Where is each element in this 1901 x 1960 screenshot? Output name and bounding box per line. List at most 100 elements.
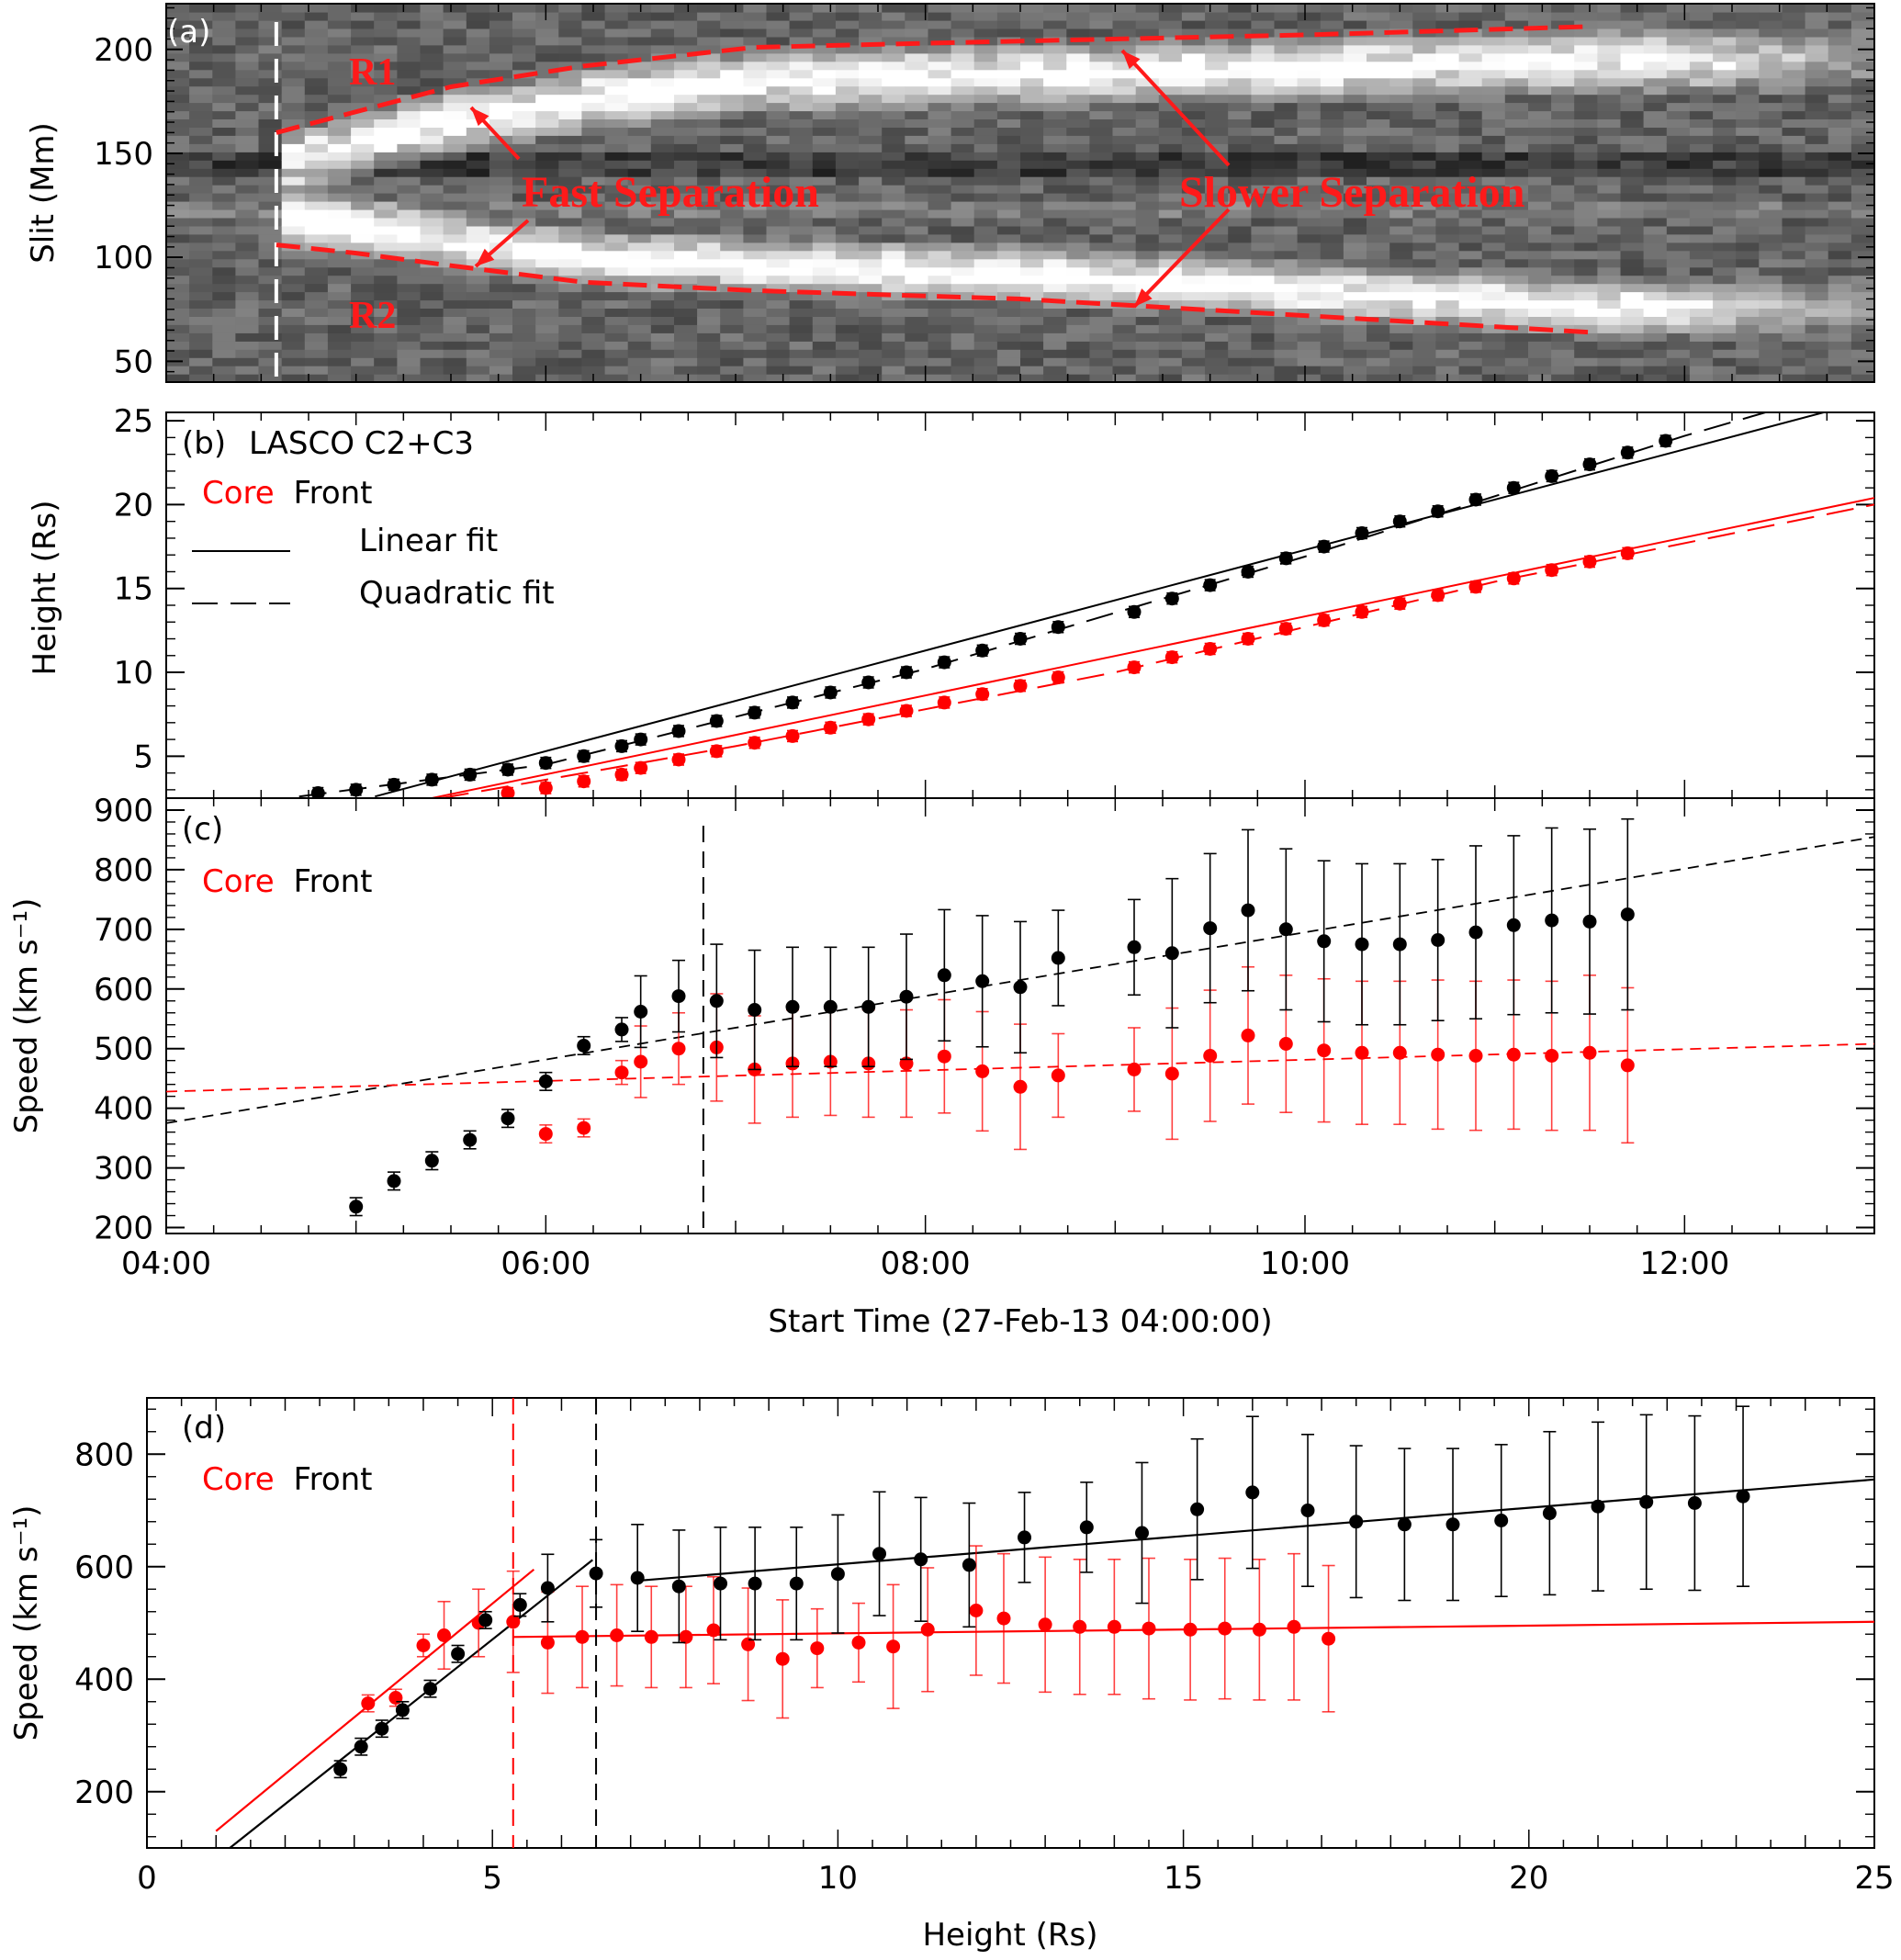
heatmap-cell (1689, 217, 1714, 227)
heatmap-cell (1643, 283, 1668, 293)
heatmap-cell (1713, 102, 1737, 112)
heatmap-cell (905, 44, 928, 54)
heatmap-cell (674, 102, 698, 112)
y-tick-label: 20 (114, 487, 153, 524)
heatmap-cell (189, 160, 213, 169)
heatmap-cell (235, 77, 260, 87)
heatmap-cell (1458, 36, 1483, 46)
heatmap-cell (1158, 332, 1183, 342)
heatmap-cell (535, 118, 559, 128)
heatmap-cell (1205, 208, 1229, 219)
heatmap-cell (1759, 217, 1783, 227)
heatmap-cell (420, 283, 444, 293)
heatmap-cell (189, 28, 213, 38)
panel-a-ylabel: Slit (Mm) (25, 122, 62, 264)
heatmap-cell (1367, 308, 1390, 317)
heatmap-cell (1228, 201, 1252, 210)
heatmap-cell (1158, 135, 1183, 144)
heatmap-cell (1666, 233, 1691, 243)
heatmap-cell (1574, 77, 1598, 87)
heatmap-cell (835, 374, 860, 382)
heatmap-cell (1112, 341, 1137, 350)
heatmap-cell (1320, 374, 1344, 382)
heatmap-cell (1320, 143, 1344, 152)
heatmap-cell (1481, 201, 1506, 210)
heatmap-cell (1504, 357, 1529, 366)
heatmap-cell (905, 275, 928, 285)
heatmap-cell (166, 127, 190, 136)
heatmap-cell (1759, 349, 1783, 358)
heatmap-cell (1343, 102, 1367, 112)
heatmap-cell (720, 69, 744, 79)
heatmap-cell (1274, 160, 1299, 169)
heatmap-cell (1481, 275, 1506, 285)
heatmap-cell (650, 193, 675, 202)
heatmap-cell (1759, 341, 1783, 350)
heatmap-cell (1112, 127, 1137, 136)
heatmap-cell (1551, 160, 1575, 169)
heatmap-cell (1020, 225, 1044, 235)
heatmap-cell (1066, 266, 1090, 276)
heatmap-cell (1666, 217, 1691, 227)
heatmap-cell (327, 366, 352, 375)
heatmap-cell (1504, 208, 1529, 219)
heatmap-cell (1158, 61, 1183, 71)
heatmap-cell (1089, 233, 1114, 243)
heatmap-cell (558, 258, 582, 268)
heatmap-cell (1713, 110, 1737, 119)
heatmap-cell (281, 102, 306, 112)
heatmap-cell (466, 19, 490, 29)
heatmap-cell (258, 85, 283, 96)
heatmap-cell (189, 152, 213, 161)
heatmap-cell (466, 193, 490, 202)
heatmap-cell (397, 217, 422, 227)
heatmap-cell (374, 258, 398, 268)
y-tick-label: 15 (114, 571, 153, 608)
heatmap-cell (950, 143, 975, 152)
heatmap-cell (1713, 233, 1737, 243)
heatmap-cell (1043, 160, 1067, 169)
heatmap-cell (258, 208, 283, 219)
front-height-point (1127, 604, 1142, 619)
heatmap-cell (627, 374, 652, 382)
heatmap-cell (1643, 250, 1668, 260)
heatmap-cell (512, 208, 536, 219)
heatmap-cell (166, 349, 190, 358)
heatmap-cell (996, 308, 1021, 317)
heatmap-cell (882, 291, 906, 301)
legend-linear-label: Linear fit (359, 523, 498, 559)
heatmap-cell (1597, 127, 1622, 136)
heatmap-cell (1135, 366, 1160, 375)
heatmap-cell (581, 225, 606, 235)
heatmap-cell (558, 94, 582, 104)
front-height-point (501, 762, 515, 777)
core-height-point (1164, 650, 1179, 665)
heatmap-cell (443, 308, 467, 317)
heatmap-cell (1504, 44, 1529, 54)
heatmap-cell (1412, 208, 1436, 219)
heatmap-cell (1274, 94, 1299, 104)
heatmap-cell (1320, 110, 1344, 119)
heatmap-cell (1850, 193, 1874, 202)
heatmap-cell (1828, 275, 1852, 285)
heatmap-cell (1343, 52, 1367, 62)
heatmap-cell (859, 316, 883, 325)
heatmap-cell (1251, 242, 1276, 252)
heatmap-cell (1736, 332, 1760, 342)
heatmap-cell (1689, 185, 1714, 194)
heatmap-cell (1458, 201, 1483, 210)
heatmap-cell (397, 366, 422, 375)
heatmap-cell (1389, 283, 1413, 293)
heatmap-cell (166, 208, 190, 219)
heatmap-cell (258, 193, 283, 202)
heatmap-cell (304, 201, 329, 210)
heatmap-cell (1782, 4, 1806, 13)
heatmap-cell (1504, 341, 1529, 350)
heatmap-cell (1389, 242, 1413, 252)
heatmap-cell (1666, 316, 1691, 325)
heatmap-cell (1689, 4, 1714, 13)
heatmap-cell (1435, 193, 1460, 202)
heatmap-cell (235, 283, 260, 293)
heatmap-cell (1043, 250, 1067, 260)
heatmap-cell (973, 332, 998, 342)
